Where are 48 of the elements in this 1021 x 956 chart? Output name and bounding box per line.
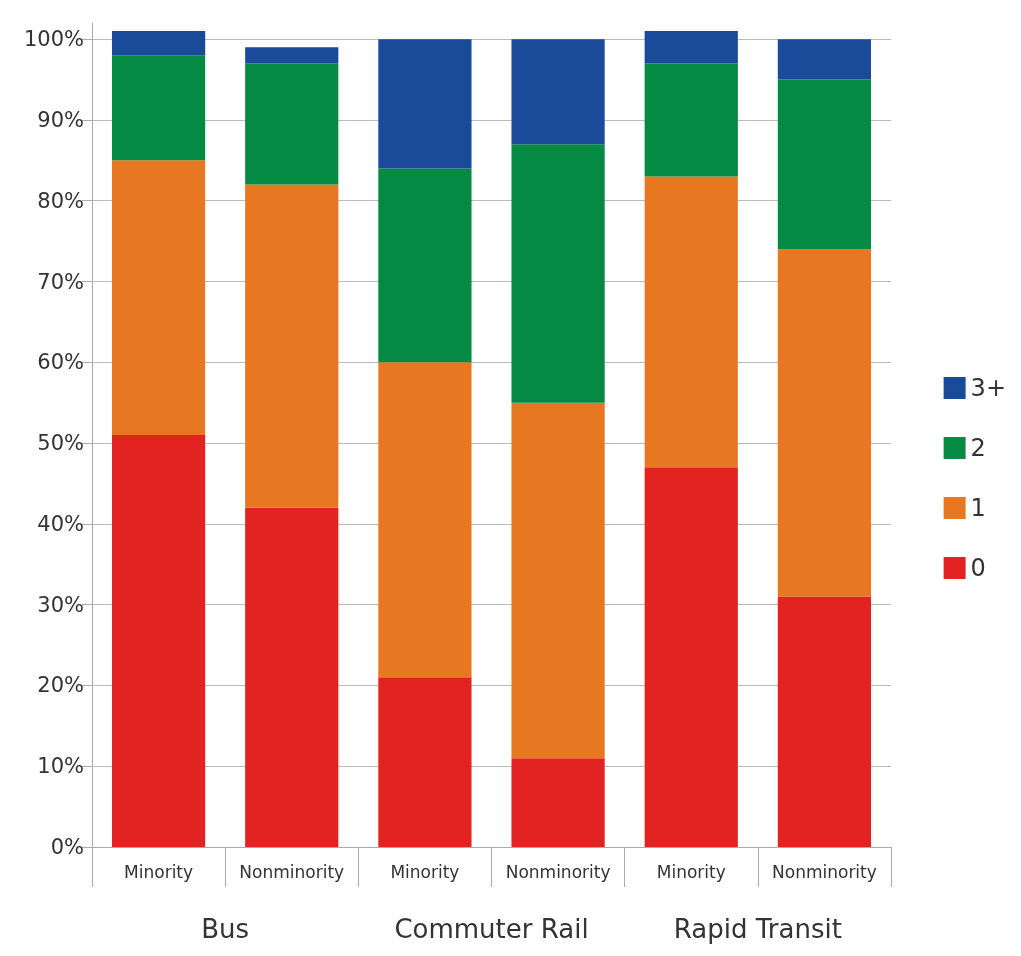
y-tick-label: 20%	[37, 673, 84, 698]
bar	[111, 55, 206, 161]
x-tick-label: Nonminority	[505, 861, 611, 882]
y-tick-label: 0%	[50, 835, 84, 859]
y-tick-label: 30%	[37, 592, 84, 617]
y-tick-label: 50%	[37, 431, 84, 456]
x-tick-label: Minority	[656, 861, 726, 882]
x-tick-label: Nonminority	[239, 861, 345, 882]
bar	[644, 467, 738, 847]
bar	[777, 596, 872, 847]
bar	[111, 435, 206, 847]
bar	[378, 362, 472, 678]
y-tick-label: 60%	[37, 350, 84, 375]
bar	[378, 168, 472, 363]
bar	[378, 677, 472, 847]
bar	[777, 39, 872, 80]
bar	[245, 47, 339, 64]
y-tick-label: 70%	[37, 269, 84, 294]
x-tick-label: Nonminority	[772, 861, 877, 882]
bar	[644, 31, 738, 64]
bar	[511, 144, 605, 403]
bar	[245, 63, 339, 185]
y-tick-label: 100%	[23, 27, 84, 52]
text: Rapid Transit	[673, 914, 842, 944]
bar	[511, 402, 605, 759]
bar	[511, 758, 605, 847]
text: Commuter Rail	[394, 914, 589, 944]
x-tick-label: Minority	[124, 861, 194, 882]
legend-label: 3+	[970, 374, 1007, 402]
bar	[111, 31, 206, 56]
bar	[644, 63, 738, 177]
y-tick-label: 90%	[37, 107, 84, 132]
legend-label: 0	[970, 554, 986, 582]
y-tick-label: 10%	[37, 754, 84, 779]
y-tick-label: 40%	[37, 511, 84, 536]
bar	[777, 249, 872, 597]
bar	[111, 160, 206, 435]
bar	[511, 39, 605, 145]
bar	[245, 184, 339, 508]
x-tick-label: Minority	[390, 861, 460, 882]
bar	[378, 39, 472, 169]
legend-label: 2	[970, 434, 986, 462]
bar	[644, 176, 738, 468]
bar	[245, 507, 339, 847]
bar	[777, 79, 872, 250]
legend-label: 1	[970, 494, 986, 522]
text: Bus	[201, 914, 250, 944]
y-tick-label: 80%	[37, 188, 84, 213]
